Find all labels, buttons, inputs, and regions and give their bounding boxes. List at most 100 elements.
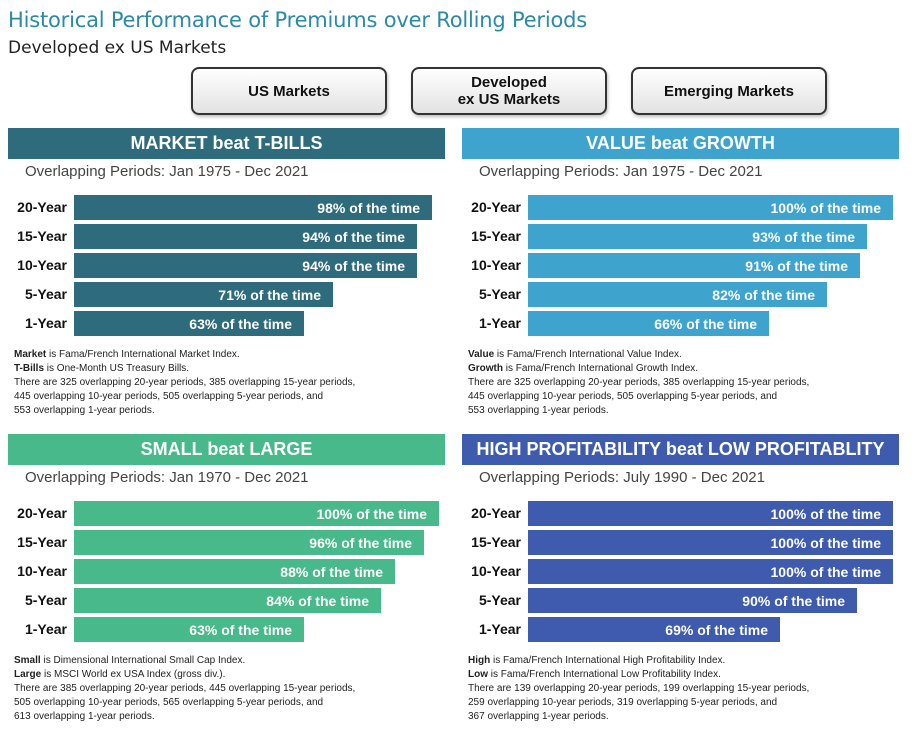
bar-value-label: 94% of the time — [302, 228, 405, 245]
panel-period: Overlapping Periods: Jan 1970 - Dec 2021 — [25, 469, 309, 486]
bar-value-label: 71% of the time — [218, 286, 321, 303]
bar: 71% of the time — [74, 282, 333, 307]
bar: 98% of the time — [74, 195, 432, 220]
bar: 82% of the time — [528, 282, 827, 307]
bar-row: 10-Year 91% of the time — [462, 253, 899, 278]
footnote-text: 367 overlapping 1-year periods. — [468, 711, 609, 722]
bar: 100% of the time — [528, 501, 893, 526]
panel-title: MARKET beat T-BILLS — [8, 128, 445, 159]
bar-row: 1-Year 69% of the time — [462, 617, 899, 642]
bar: 100% of the time — [528, 559, 893, 584]
footnotes: High is Fama/French International High P… — [468, 654, 898, 724]
footnote-line: 367 overlapping 1-year periods. — [468, 710, 898, 724]
bar-value-label: 100% of the time — [770, 534, 881, 551]
panel-market-beat-tbills: MARKET beat T-BILLS Overlapping Periods: … — [8, 128, 445, 428]
bar-value-label: 100% of the time — [770, 505, 881, 522]
bar: 93% of the time — [528, 224, 867, 249]
bar-value-label: 84% of the time — [266, 592, 369, 609]
footnote-line: Low is Fama/French International Low Pro… — [468, 668, 898, 682]
category-label: 20-Year — [471, 199, 521, 215]
panel-period: Overlapping Periods: Jan 1975 - Dec 2021 — [25, 163, 309, 180]
footnote-text: is MSCI World ex USA Index (gross div.). — [41, 669, 226, 680]
footnote-text: 613 overlapping 1-year periods. — [14, 711, 155, 722]
tab-emerging-markets[interactable]: Emerging Markets — [631, 67, 827, 115]
footnote-line: High is Fama/French International High P… — [468, 654, 898, 668]
footnote-term: T-Bills — [14, 363, 45, 374]
footnote-term: Growth — [468, 363, 503, 374]
bar-row: 5-Year 71% of the time — [8, 282, 445, 307]
tab-label: Emerging Markets — [663, 82, 795, 100]
footnote-text: is One-Month US Treasury Bills. — [44, 363, 190, 374]
category-label: 20-Year — [471, 505, 521, 521]
footnote-line: There are 385 overlapping 20-year period… — [14, 682, 444, 696]
panel-period: Overlapping Periods: July 1990 - Dec 202… — [479, 469, 765, 486]
footnote-text: 445 overlapping 10-year periods, 505 ove… — [14, 391, 324, 402]
footnote-term: Small — [14, 655, 41, 666]
panel-small-beat-large: SMALL beat LARGE Overlapping Periods: Jan… — [8, 434, 445, 734]
bar-value-label: 91% of the time — [745, 257, 848, 274]
bar-row: 10-Year 88% of the time — [8, 559, 445, 584]
footnote-text: There are 325 overlapping 20-year period… — [468, 377, 810, 388]
footnote-text: is Dimensional International Small Cap I… — [40, 655, 246, 666]
page-title: Historical Performance of Premiums over … — [8, 8, 588, 32]
bar: 88% of the time — [74, 559, 395, 584]
bar-value-label: 69% of the time — [665, 621, 768, 638]
bar-row: 15-Year 100% of the time — [462, 530, 899, 555]
category-label: 15-Year — [471, 534, 521, 550]
footnote-term: Market — [14, 349, 47, 360]
page-subtitle: Developed ex US Markets — [8, 38, 227, 58]
footnotes: Market is Fama/French International Mark… — [14, 348, 444, 418]
bar-value-label: 96% of the time — [309, 534, 412, 551]
bar-value-label: 100% of the time — [770, 199, 881, 216]
bar-row: 5-Year 82% of the time — [462, 282, 899, 307]
category-label: 1-Year — [24, 315, 67, 331]
footnote-line: Small is Dimensional International Small… — [14, 654, 444, 668]
bar-value-label: 63% of the time — [189, 621, 292, 638]
bar: 100% of the time — [528, 530, 893, 555]
panel-title: VALUE beat GROWTH — [462, 128, 899, 159]
bar: 66% of the time — [528, 311, 769, 336]
footnote-text: 553 overlapping 1-year periods. — [468, 405, 609, 416]
category-label: 1-Year — [478, 315, 521, 331]
tab-label-line2: ex US Markets — [457, 91, 561, 108]
tab-us-markets[interactable]: US Markets — [191, 67, 387, 115]
footnote-term: Value — [468, 349, 495, 360]
bar-row: 20-Year 100% of the time — [8, 501, 445, 526]
category-label: 10-Year — [17, 563, 67, 579]
footnote-text: There are 325 overlapping 20-year period… — [14, 377, 356, 388]
bar-row: 10-Year 94% of the time — [8, 253, 445, 278]
footnote-line: Value is Fama/French International Value… — [468, 348, 898, 362]
panel-high-beat-low-profitability: HIGH PROFITABILITY beat LOW PROFITABLITY… — [462, 434, 899, 734]
footnote-text: There are 139 overlapping 20-year period… — [468, 683, 810, 694]
category-label: 20-Year — [17, 505, 67, 521]
bar-row: 20-Year 100% of the time — [462, 501, 899, 526]
bar-value-label: 90% of the time — [742, 592, 845, 609]
footnote-text: is Fama/French International High Profit… — [490, 655, 726, 666]
bar: 94% of the time — [74, 253, 417, 278]
bar-value-label: 82% of the time — [712, 286, 815, 303]
panel-value-beat-growth: VALUE beat GROWTH Overlapping Periods: Ja… — [462, 128, 899, 428]
tab-developed-ex-us-markets[interactable]: Developed ex US Markets — [411, 67, 607, 115]
category-label: 15-Year — [471, 228, 521, 244]
panel-period: Overlapping Periods: Jan 1975 - Dec 2021 — [479, 163, 763, 180]
category-label: 20-Year — [17, 199, 67, 215]
footnote-term: Low — [468, 669, 488, 680]
bar: 63% of the time — [74, 617, 304, 642]
bar: 100% of the time — [74, 501, 439, 526]
bar-value-label: 100% of the time — [316, 505, 427, 522]
bar-row: 15-Year 94% of the time — [8, 224, 445, 249]
bar-row: 1-Year 63% of the time — [8, 617, 445, 642]
bar-value-label: 94% of the time — [302, 257, 405, 274]
category-label: 15-Year — [17, 534, 67, 550]
bar-row: 5-Year 90% of the time — [462, 588, 899, 613]
category-label: 1-Year — [24, 621, 67, 637]
bar-value-label: 66% of the time — [654, 315, 757, 332]
footnote-text: There are 385 overlapping 20-year period… — [14, 683, 356, 694]
bar-row: 5-Year 84% of the time — [8, 588, 445, 613]
footnote-term: Large — [14, 669, 42, 680]
tab-label: US Markets — [248, 82, 330, 100]
bar-value-label: 63% of the time — [189, 315, 292, 332]
footnote-text: 445 overlapping 10-year periods, 505 ove… — [468, 391, 778, 402]
bar: 91% of the time — [528, 253, 860, 278]
footnote-text: 259 overlapping 10-year periods, 319 ove… — [468, 697, 778, 708]
